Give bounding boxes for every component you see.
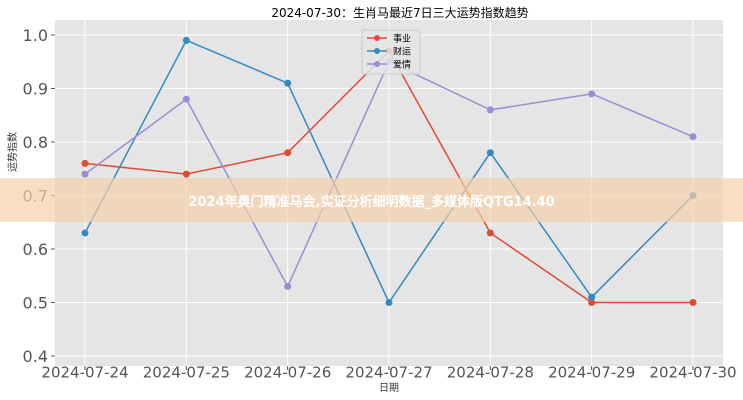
- data-point: [486, 149, 494, 157]
- x-axis-label: 日期: [379, 382, 399, 394]
- watermark-banner: 2024年奥门精准马会,实证分析细明数据_多媒体版QTG14.40: [0, 178, 743, 222]
- y-tick-label: 1.0: [23, 26, 48, 45]
- legend-label: 爱情: [393, 59, 411, 71]
- data-point: [486, 229, 494, 237]
- data-point: [81, 159, 89, 167]
- legend-marker: [374, 48, 380, 54]
- legend-label: 事业: [393, 33, 411, 45]
- x-tick-label: 2024-07-28: [447, 364, 534, 382]
- x-tick-label: 2024-07-24: [41, 364, 128, 382]
- x-tick-label: 2024-07-27: [345, 364, 432, 382]
- y-tick-label: 0.5: [23, 294, 48, 313]
- y-tick-label: 0.6: [23, 240, 48, 259]
- y-axis-label: 运势指数: [6, 132, 19, 172]
- data-point: [81, 170, 89, 178]
- data-point: [81, 229, 89, 237]
- data-point: [588, 293, 596, 301]
- data-point: [588, 299, 596, 306]
- x-tick-label: 2024-07-29: [548, 364, 635, 382]
- data-point: [182, 95, 190, 103]
- chart-title: 2024-07-30：生肖马最近7日三大运势指数趋势: [271, 5, 528, 20]
- data-point: [689, 299, 697, 306]
- legend-box: [361, 29, 421, 75]
- data-point: [486, 106, 494, 114]
- data-point: [182, 36, 190, 44]
- y-tick-label: 0.9: [23, 80, 48, 99]
- legend-marker: [374, 61, 380, 67]
- data-point: [588, 90, 596, 98]
- y-tick-label: 0.8: [23, 133, 48, 152]
- legend-label: 财运: [393, 46, 411, 58]
- data-point: [284, 149, 292, 157]
- y-tick-label: 0.4: [23, 347, 48, 366]
- data-point: [284, 79, 292, 87]
- data-point: [284, 282, 292, 290]
- x-tick-label: 2024-07-30: [649, 364, 736, 382]
- legend-marker: [374, 35, 380, 41]
- data-point: [689, 133, 697, 141]
- x-tick-label: 2024-07-25: [143, 364, 230, 382]
- data-point: [182, 170, 190, 178]
- data-point: [385, 299, 393, 306]
- x-tick-label: 2024-07-26: [244, 364, 331, 382]
